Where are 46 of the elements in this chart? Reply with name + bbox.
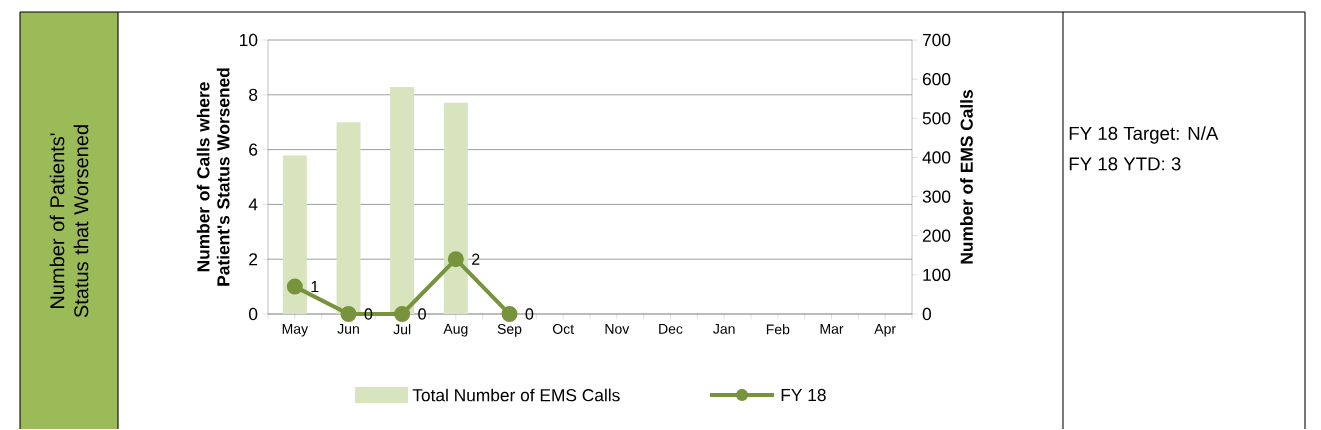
x-tick-label: Jul [393, 324, 411, 335]
data-label: 1 [311, 281, 319, 293]
bar [336, 122, 361, 315]
y-tick-label: 2 [249, 253, 258, 266]
x-tick-label: May [282, 324, 309, 337]
y2-tick-label: 100 [923, 268, 951, 282]
text: FY 18 YTD: 3 [1069, 157, 1181, 171]
y-tick-label: 10 [240, 34, 258, 47]
legend-label: FY 18 [781, 389, 826, 402]
data-label: 0 [418, 308, 426, 320]
x-tick-label: Oct [552, 324, 574, 335]
data-label: 0 [525, 308, 534, 320]
bar [390, 87, 415, 315]
x-tick-label: Apr [874, 324, 896, 337]
bar [443, 102, 468, 315]
x-tick-label: Jun [337, 324, 359, 335]
legend-label: Total Number of EMS Calls [412, 388, 620, 402]
point [501, 306, 518, 323]
x-tick-label: Sep [497, 324, 522, 337]
x-tick-label: Feb [766, 324, 790, 335]
y2-axis-title: Number of EMS Calls [960, 90, 973, 264]
y2-tick-label: 0 [922, 308, 932, 321]
x-tick-label: Dec [659, 324, 683, 335]
point [447, 251, 464, 268]
x-tick-label: Jan [713, 324, 735, 335]
y2-tick-label: 500 [922, 112, 951, 125]
x-tick-label: Nov [605, 324, 630, 335]
y-tick-label: 8 [249, 88, 258, 102]
x-tick-label: Mar [820, 324, 844, 335]
point [394, 306, 411, 323]
data-label: 2 [472, 253, 480, 266]
y2-tick-label: 700 [922, 34, 951, 47]
y-tick-label: 0 [248, 308, 258, 321]
text: FY 18 Target: N/A [1069, 126, 1219, 144]
y-axis-title: Number of Calls where Patient's Status Worsened [196, 68, 230, 286]
y2-tick-label: 600 [922, 73, 951, 86]
bar [282, 155, 307, 315]
point [286, 278, 303, 295]
y2-tick-label: 200 [922, 229, 951, 243]
y2-tick-label: 300 [922, 190, 951, 203]
point [340, 306, 357, 323]
y-tick-label: 4 [248, 198, 258, 211]
text: Number of Patients' Status that Worsened [49, 125, 89, 318]
x-tick-label: Aug [443, 324, 468, 337]
y-tick-label: 6 [249, 143, 258, 156]
y2-tick-label: 400 [922, 151, 951, 164]
